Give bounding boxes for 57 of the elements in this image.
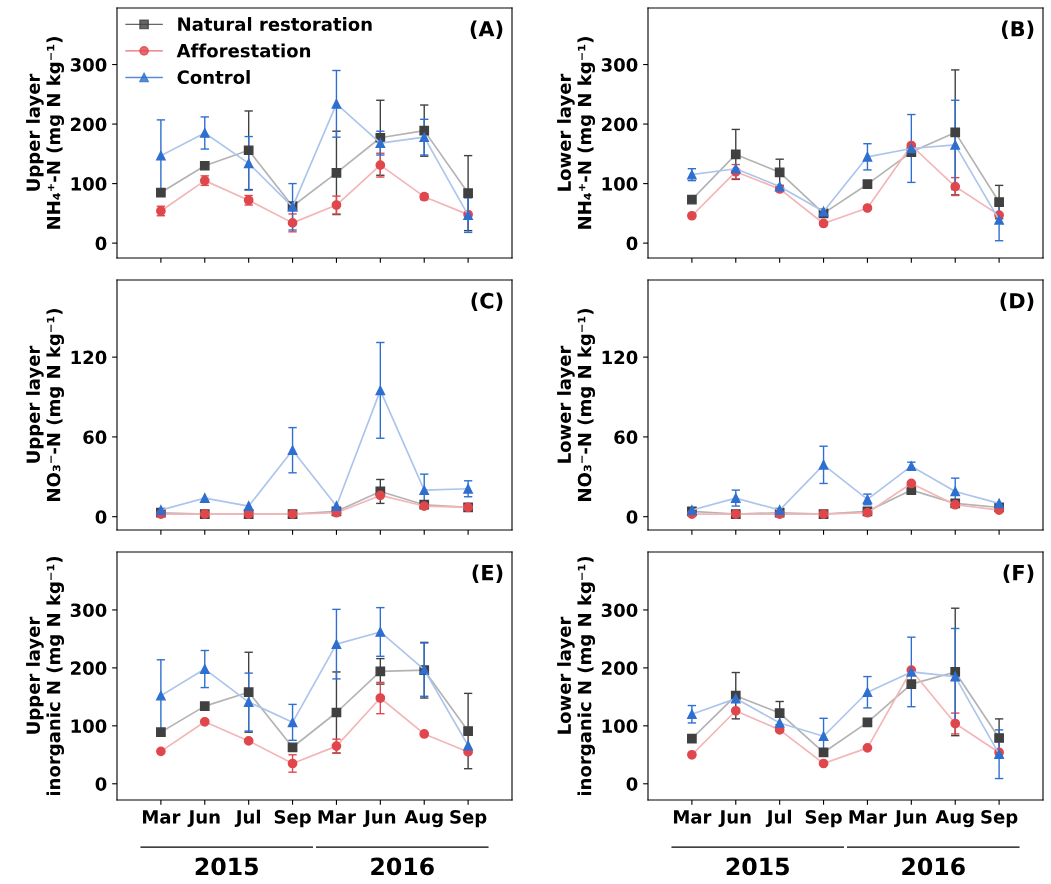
y-axis-title: Lower layer NO₃⁻-N (mg N kg⁻¹) xyxy=(557,309,596,501)
x-tick-label: Mar xyxy=(318,810,356,824)
x-tick-label: Jun xyxy=(187,810,220,828)
legend-label: Natural restoration xyxy=(178,17,372,31)
text: (B) xyxy=(1001,20,1034,40)
y-axis-title: Upper layer NO₃⁻-N (mg N kg⁻¹) xyxy=(26,309,65,501)
y-tick-label: 60 xyxy=(83,430,107,445)
y-tick-label: 200 xyxy=(602,117,638,132)
x-tick-label: Sep xyxy=(805,810,842,828)
text: 2016 xyxy=(371,857,434,876)
y-tick-label: 0 xyxy=(626,510,638,524)
y-tick-label: 100 xyxy=(71,177,107,191)
y-tick-label: 0 xyxy=(95,777,107,791)
y-tick-label: 100 xyxy=(602,177,638,191)
y-tick-label: 0 xyxy=(95,510,107,524)
y-tick-label: 200 xyxy=(71,117,107,132)
x-tick-label: Mar xyxy=(674,810,712,824)
x-tick-label: Aug xyxy=(935,810,974,828)
x-tick-label: Aug xyxy=(404,810,443,828)
y-axis-title: Upper layer inorganic N (mg N kg⁻¹) xyxy=(26,556,65,796)
y-tick-label: 300 xyxy=(601,603,638,618)
text: (C) xyxy=(471,292,503,312)
text: (E) xyxy=(472,564,503,583)
y-tick-label: 200 xyxy=(602,661,638,675)
y-tick-label: 0 xyxy=(95,236,107,251)
y-axis-title: Lower layer NH₄⁺-N (mg N kg⁻¹) xyxy=(557,37,596,229)
y-axis-title: Upper layer NH₄⁺-N (mg N kg⁻¹) xyxy=(26,37,65,229)
y-tick-label: 200 xyxy=(71,661,107,675)
text: 2015 xyxy=(195,857,258,876)
x-tick-label: Sep xyxy=(450,810,487,828)
x-tick-label: Jul xyxy=(234,809,261,828)
x-tick-label: Mar xyxy=(143,810,181,824)
x-tick-label: Jul xyxy=(765,809,792,828)
y-tick-label: 120 xyxy=(602,350,638,365)
x-tick-label: Jun xyxy=(363,810,396,828)
y-tick-label: 100 xyxy=(602,719,638,733)
y-axis-title: Lower layer inorganic N (mg N kg⁻¹) xyxy=(557,556,596,796)
text: 2016 xyxy=(902,857,965,876)
text: (F) xyxy=(1003,564,1034,583)
legend-label: Control xyxy=(177,70,250,85)
legend-label: Afforestation xyxy=(176,43,311,58)
y-tick-label: 300 xyxy=(70,58,107,72)
y-tick-label: 120 xyxy=(71,350,107,365)
x-tick-label: Mar xyxy=(849,810,887,824)
text: (D) xyxy=(1000,292,1034,312)
y-tick-label: 100 xyxy=(71,719,107,733)
y-tick-label: 300 xyxy=(70,603,107,618)
x-tick-label: Jun xyxy=(894,810,927,828)
x-tick-label: Jun xyxy=(718,810,751,828)
y-tick-label: 0 xyxy=(626,236,638,251)
text: (A) xyxy=(470,20,503,40)
y-tick-label: 60 xyxy=(614,430,638,445)
x-tick-label: Sep xyxy=(981,810,1018,828)
y-tick-label: 300 xyxy=(601,58,638,72)
x-tick-label: Sep xyxy=(274,810,311,828)
y-tick-label: 0 xyxy=(626,777,638,791)
text: 2015 xyxy=(726,857,789,876)
